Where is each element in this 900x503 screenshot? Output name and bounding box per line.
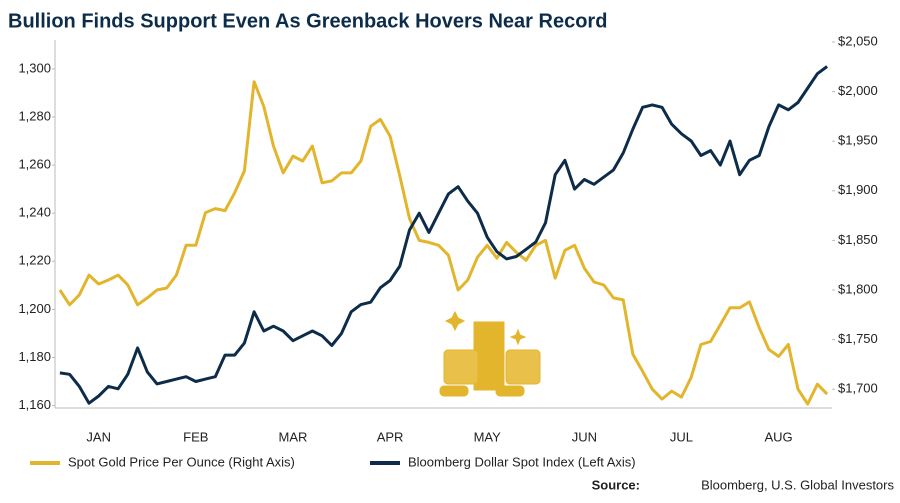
y-tick-label: 1,240 xyxy=(18,205,51,220)
source-label: Source: xyxy=(592,477,640,492)
y-tick-label: 1,260 xyxy=(18,157,51,172)
y-tick-label: 1,180 xyxy=(18,349,51,364)
x-tick-label: JUN xyxy=(572,429,597,444)
legend-label: Spot Gold Price Per Ounce (Right Axis) xyxy=(68,454,295,469)
y-tick-label: 1,200 xyxy=(18,301,51,316)
y-tick-label: 1,280 xyxy=(18,108,51,123)
y-tick-label: 1,300 xyxy=(18,60,51,75)
chart-title: Bullion Finds Support Even As Greenback … xyxy=(8,10,607,32)
x-tick-label: MAR xyxy=(279,429,308,444)
y2-tick-label: $1,800 xyxy=(838,281,878,296)
series-line xyxy=(59,65,828,405)
x-tick-label: JUL xyxy=(670,429,693,444)
y2-tick-label: $1,700 xyxy=(838,381,878,396)
y2-tick-label: $1,850 xyxy=(838,232,878,247)
y-tick-label: 1,160 xyxy=(18,397,51,412)
y2-tick-label: $2,000 xyxy=(838,83,878,98)
x-tick-label: AUG xyxy=(764,429,792,444)
y2-tick-label: $2,050 xyxy=(838,33,878,48)
x-tick-label: MAY xyxy=(474,429,502,444)
x-tick-label: FEB xyxy=(183,429,208,444)
y2-tick-label: $1,900 xyxy=(838,182,878,197)
legend-label: Bloomberg Dollar Spot Index (Left Axis) xyxy=(408,454,636,469)
series-line xyxy=(58,80,829,406)
gold-bar-icon xyxy=(439,310,541,397)
source-text: Bloomberg, U.S. Global Investors xyxy=(701,477,894,492)
x-tick-label: APR xyxy=(377,429,404,444)
y-tick-label: 1,220 xyxy=(18,253,51,268)
x-tick-label: JAN xyxy=(86,429,111,444)
y2-tick-label: $1,950 xyxy=(838,133,878,148)
y2-tick-label: $1,750 xyxy=(838,331,878,346)
